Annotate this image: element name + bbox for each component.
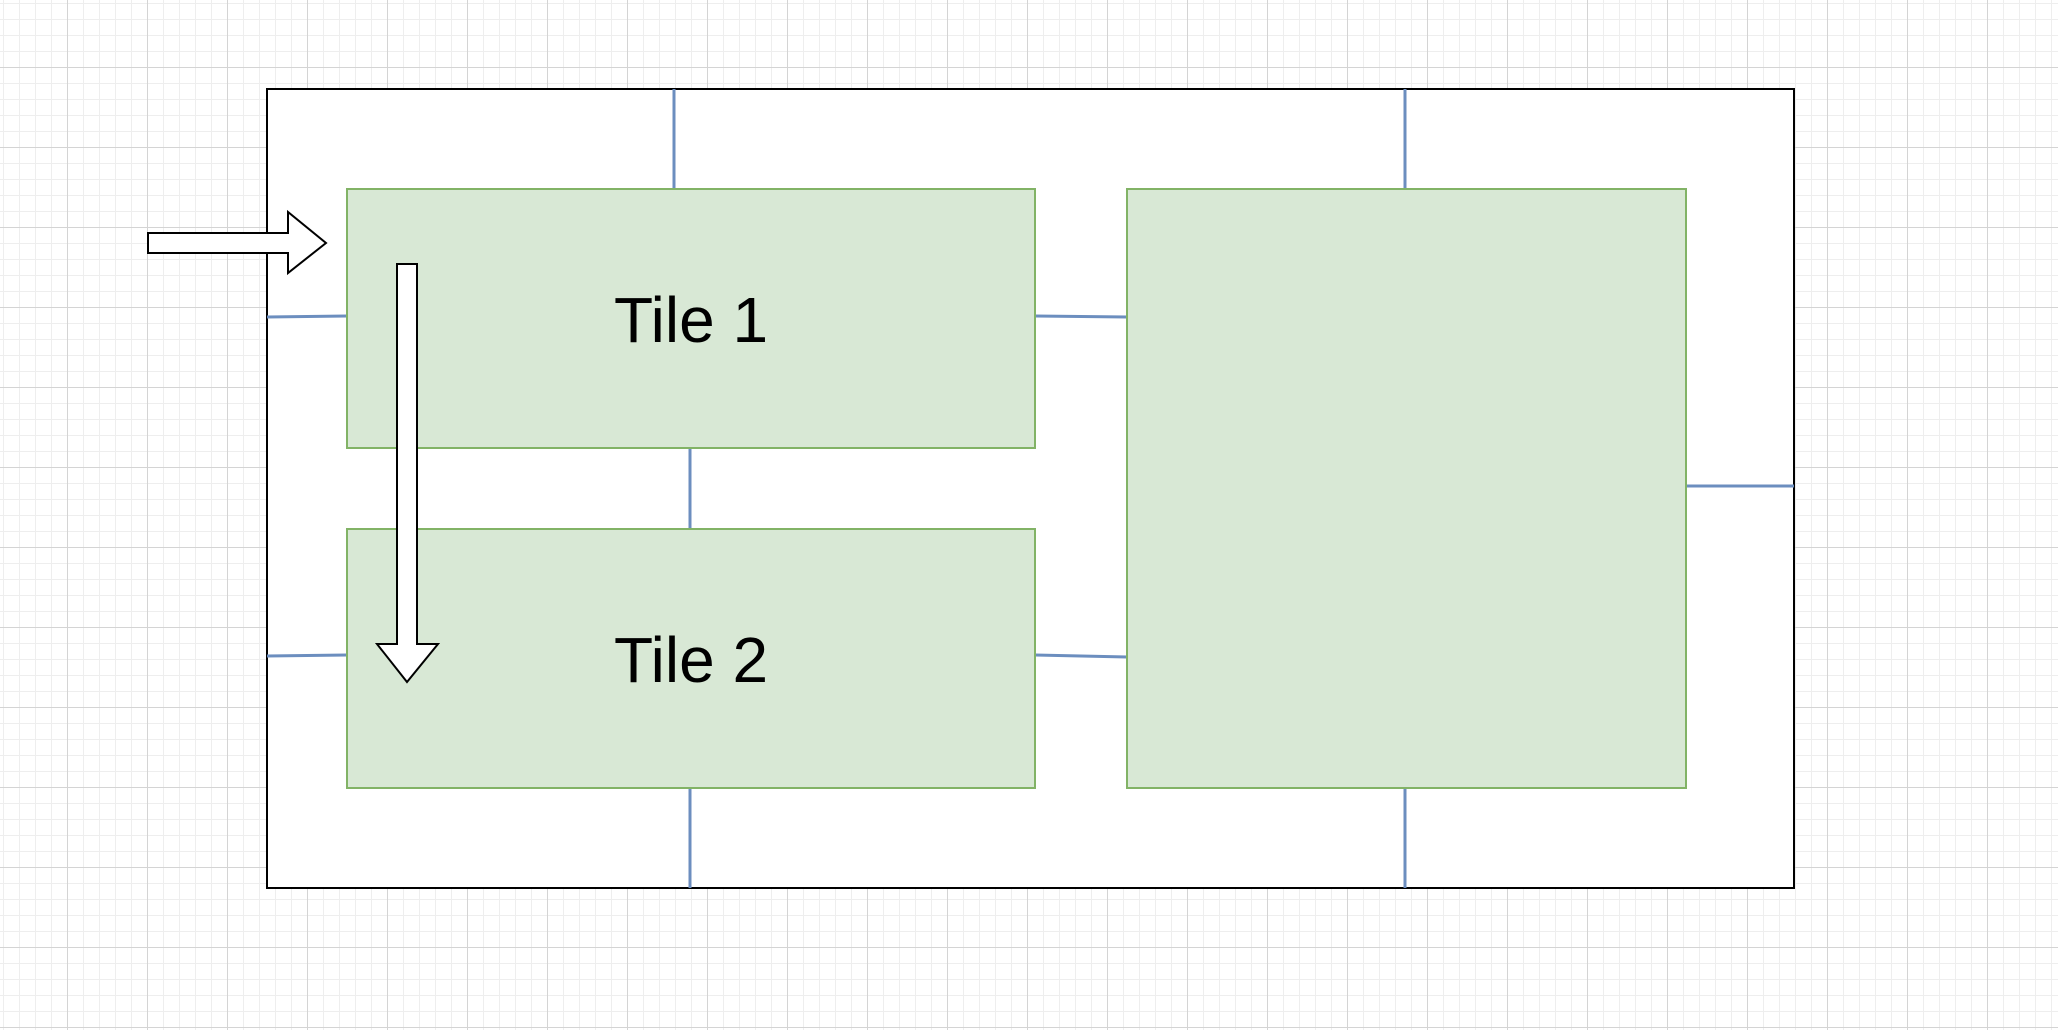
connector-lines: [266, 89, 1794, 888]
connector-tile1-right[interactable]: [1034, 314, 1128, 319]
tile-2[interactable]: Tile 2: [346, 528, 1036, 789]
down-arrow-icon[interactable]: [374, 263, 441, 684]
connector-tile2-right[interactable]: [1034, 653, 1128, 659]
tile-2-label: Tile 2: [614, 624, 768, 696]
connector-tile2-left[interactable]: [266, 653, 348, 658]
connector-tile1-left[interactable]: [266, 314, 348, 319]
tile-3[interactable]: [1126, 188, 1687, 789]
tile-1[interactable]: Tile 1: [346, 188, 1036, 449]
tile-1-label: Tile 1: [614, 284, 768, 356]
right-arrow-icon[interactable]: [147, 209, 328, 276]
tile-2-box[interactable]: [346, 528, 1036, 789]
tile-1-box[interactable]: [346, 188, 1036, 449]
tile-3-box[interactable]: [1126, 188, 1687, 789]
